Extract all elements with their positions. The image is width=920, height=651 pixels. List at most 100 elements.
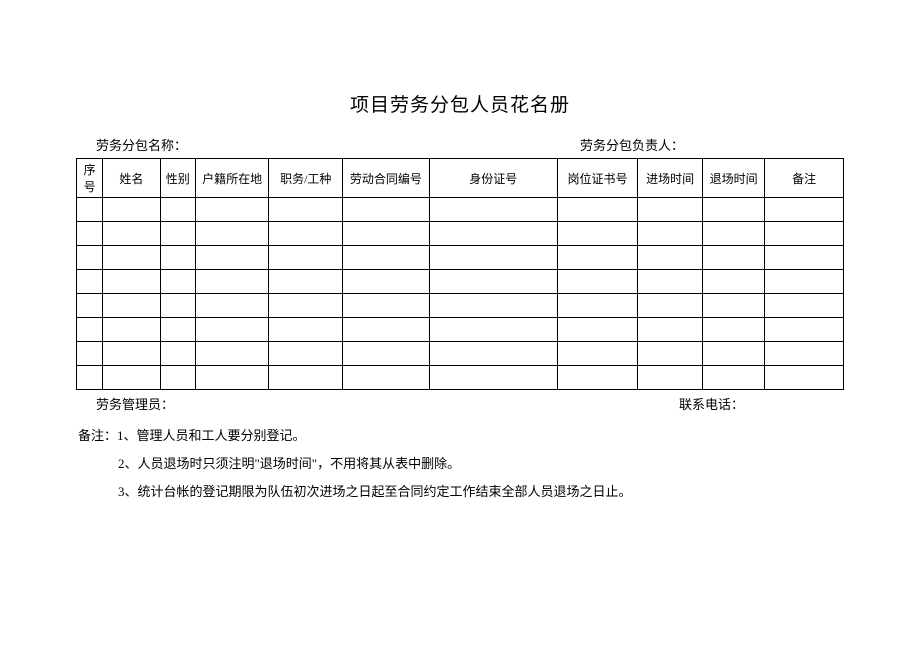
table-cell	[103, 318, 160, 342]
col-header-2: 性别	[160, 159, 195, 198]
table-cell	[343, 270, 430, 294]
table-cell	[77, 270, 103, 294]
table-cell	[77, 318, 103, 342]
subcontract-leader-label: 劳务分包负责人：	[580, 135, 844, 154]
table-cell	[195, 270, 269, 294]
manager-label: 劳务管理员：	[96, 394, 679, 413]
table-cell	[702, 198, 764, 222]
table-cell	[195, 342, 269, 366]
table-cell	[343, 222, 430, 246]
table-cell	[702, 366, 764, 390]
table-cell	[638, 198, 703, 222]
col-header-8: 进场时间	[638, 159, 703, 198]
col-header-9: 退场时间	[702, 159, 764, 198]
table-cell	[429, 294, 557, 318]
table-cell	[557, 294, 638, 318]
table-cell	[702, 246, 764, 270]
table-cell	[765, 342, 844, 366]
table-row	[77, 246, 844, 270]
table-cell	[765, 294, 844, 318]
table-cell	[638, 366, 703, 390]
table-cell	[103, 294, 160, 318]
table-cell	[103, 366, 160, 390]
col-header-0: 序号	[77, 159, 103, 198]
table-cell	[160, 294, 195, 318]
table-cell	[557, 342, 638, 366]
table-cell	[103, 246, 160, 270]
table-header-row: 序号姓名性别户籍所在地职务/工种劳动合同编号身份证号岗位证书号进场时间退场时间备…	[77, 159, 844, 198]
table-cell	[77, 366, 103, 390]
table-cell	[557, 222, 638, 246]
table-cell	[429, 270, 557, 294]
table-cell	[429, 246, 557, 270]
table-cell	[103, 198, 160, 222]
col-header-6: 身份证号	[429, 159, 557, 198]
table-row	[77, 198, 844, 222]
col-header-5: 劳动合同编号	[343, 159, 430, 198]
table-cell	[195, 246, 269, 270]
table-cell	[195, 294, 269, 318]
table-cell	[702, 270, 764, 294]
notes-line-3: 3、统计台帐的登记期限为队伍初次进场之日起至合同约定工作结束全部人员退场之日止。	[78, 483, 844, 501]
col-header-4: 职务/工种	[269, 159, 343, 198]
table-cell	[429, 222, 557, 246]
table-cell	[429, 198, 557, 222]
table-cell	[195, 366, 269, 390]
table-row	[77, 342, 844, 366]
table-cell	[638, 222, 703, 246]
table-cell	[269, 246, 343, 270]
table-cell	[638, 318, 703, 342]
table-cell	[343, 198, 430, 222]
table-cell	[638, 246, 703, 270]
table-cell	[77, 246, 103, 270]
table-cell	[702, 222, 764, 246]
table-cell	[638, 270, 703, 294]
table-cell	[765, 246, 844, 270]
table-cell	[160, 270, 195, 294]
table-cell	[557, 270, 638, 294]
table-cell	[429, 318, 557, 342]
table-cell	[765, 318, 844, 342]
table-cell	[195, 318, 269, 342]
table-cell	[269, 342, 343, 366]
footer-row: 劳务管理员： 联系电话：	[76, 390, 844, 413]
notes-item-1: 1、管理人员和工人要分别登记。	[117, 428, 306, 443]
table-cell	[103, 270, 160, 294]
table-cell	[765, 222, 844, 246]
table-cell	[195, 222, 269, 246]
table-cell	[269, 318, 343, 342]
col-header-10: 备注	[765, 159, 844, 198]
col-header-7: 岗位证书号	[557, 159, 638, 198]
table-row	[77, 270, 844, 294]
table-cell	[557, 318, 638, 342]
table-cell	[765, 270, 844, 294]
table-row	[77, 222, 844, 246]
table-cell	[160, 366, 195, 390]
table-cell	[343, 318, 430, 342]
notes-line-1: 备注：1、管理人员和工人要分别登记。	[78, 427, 844, 445]
subcontract-name-label: 劳务分包名称：	[96, 135, 580, 154]
table-cell	[765, 198, 844, 222]
table-cell	[343, 294, 430, 318]
table-cell	[160, 342, 195, 366]
table-cell	[343, 342, 430, 366]
table-cell	[343, 246, 430, 270]
phone-label: 联系电话：	[679, 394, 844, 413]
table-cell	[269, 294, 343, 318]
table-cell	[702, 318, 764, 342]
table-cell	[103, 222, 160, 246]
table-row	[77, 318, 844, 342]
col-header-3: 户籍所在地	[195, 159, 269, 198]
table-cell	[557, 198, 638, 222]
table-cell	[269, 222, 343, 246]
table-cell	[195, 198, 269, 222]
table-cell	[638, 294, 703, 318]
table-cell	[77, 342, 103, 366]
table-cell	[429, 366, 557, 390]
table-cell	[160, 246, 195, 270]
notes-prefix: 备注：	[78, 428, 117, 443]
table-cell	[343, 366, 430, 390]
table-row	[77, 366, 844, 390]
document-container: 项目劳务分包人员花名册 劳务分包名称： 劳务分包负责人： 序号姓名性别户籍所在地…	[0, 0, 920, 502]
table-cell	[269, 270, 343, 294]
